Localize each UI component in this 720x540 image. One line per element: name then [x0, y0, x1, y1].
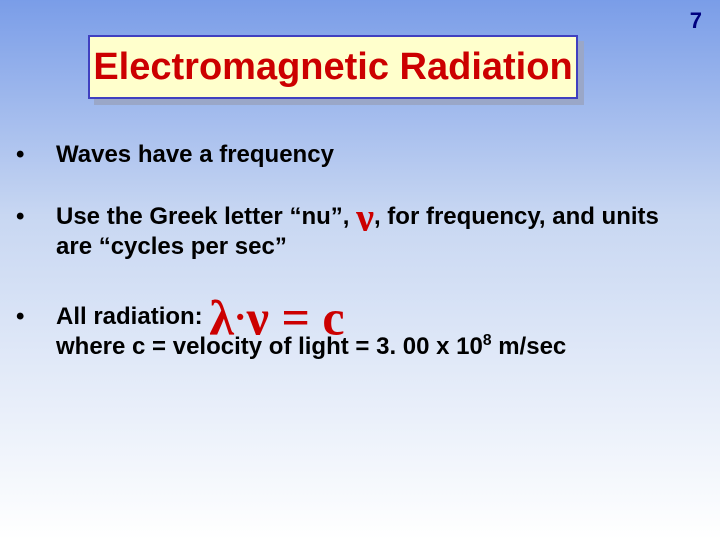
bullet-marker: •: [36, 302, 56, 332]
bullet-3-line2a: where c = velocity of light = 3. 00 x 10: [56, 333, 483, 360]
slide-title: Electromagnetic Radiation: [93, 46, 572, 89]
bullet-1: •Waves have a frequency: [36, 140, 684, 170]
bullet-2-pre: Use the Greek letter “nu”,: [56, 203, 356, 230]
bullet-1-text: Waves have a frequency: [56, 141, 334, 168]
title-box: Electromagnetic Radiation: [88, 35, 578, 99]
bullet-3-pre: All radiation:: [56, 303, 209, 330]
title-container: Electromagnetic Radiation: [88, 35, 578, 99]
bullet-3: •All radiation: λ·ν = c where c = veloci…: [36, 302, 684, 362]
bullet-3-line2b: m/sec: [492, 333, 567, 360]
bullet-marker: •: [36, 202, 56, 232]
bullet-2: •Use the Greek letter “nu”, ν, for frequ…: [36, 202, 684, 262]
content-area: •Waves have a frequency •Use the Greek l…: [36, 140, 684, 394]
page-number: 7: [690, 8, 702, 34]
exponent: 8: [483, 332, 492, 349]
bullet-marker: •: [36, 140, 56, 170]
nu-symbol: ν: [356, 195, 374, 240]
